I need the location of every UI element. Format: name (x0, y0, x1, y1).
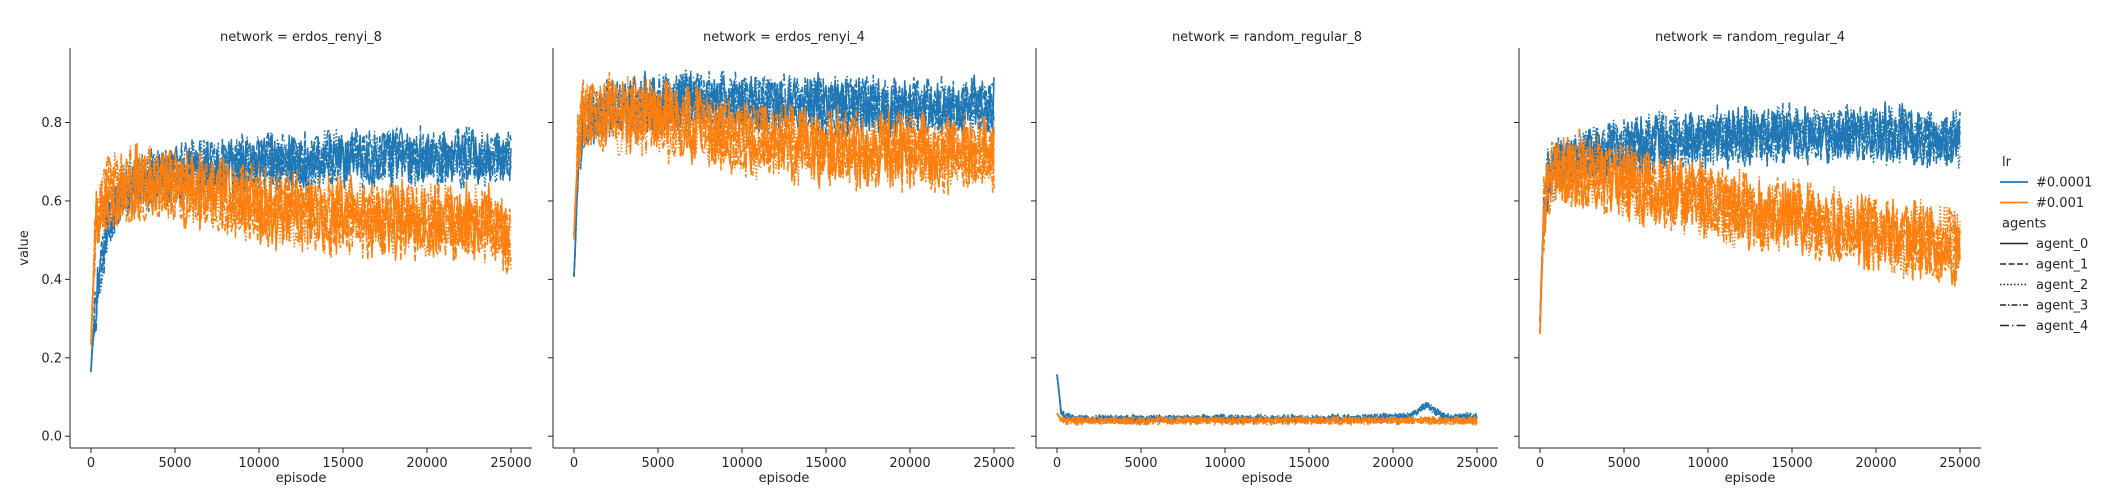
series-line-lr-0.001-agent-4 (573, 77, 995, 240)
series-line-lr-0.001-agent-4 (90, 145, 512, 344)
y-axis-label: value (17, 230, 32, 266)
legend-label-agent: agent_3 (2036, 299, 2088, 314)
x-tick-label: 5000 (1124, 456, 1157, 471)
series-line-lr-0.001-agent-1 (90, 148, 512, 346)
x-axis-label: episode (759, 471, 810, 486)
x-axis-label: episode (1242, 471, 1293, 486)
series-line-lr-0.001-agent-2 (1056, 412, 1478, 426)
legend: lr #0.0001 #0.001 agents agent_0 agent_1agent… (2000, 155, 2092, 334)
x-axis-label: episode (276, 471, 327, 486)
legend-label-agent: agent_2 (2036, 278, 2088, 293)
series-line-lr-0.001-agent-4 (1539, 129, 1961, 332)
x-tick-label: 20000 (1372, 456, 1413, 471)
legend-label-agent: agent_4 (2036, 319, 2088, 334)
series-group (90, 125, 512, 372)
y-tick-label: 0.6 (41, 194, 62, 209)
panel-2: 0 5000 10000 15000 20000 25000 network = erdos… (548, 30, 1015, 486)
legend-label-agent: agent_1 (2036, 258, 2088, 273)
panel-title: network = random_regular_4 (1655, 30, 1845, 45)
legend-label-lr: #0.0001 (2036, 176, 2092, 191)
x-tick-label: 10000 (238, 456, 279, 471)
x-tick-label: 25000 (973, 456, 1014, 471)
legend-title-agents: agents (2002, 217, 2047, 232)
x-tick-label: 0 (1536, 456, 1544, 471)
series-line-lr-0.0001-agent-4 (1539, 102, 1961, 321)
x-tick-label: 15000 (1771, 456, 1812, 471)
legend-label-agent: agent_0 (2036, 237, 2088, 252)
x-tick-label: 15000 (805, 456, 846, 471)
y-tick-label: 0.0 (41, 430, 62, 445)
series-line-lr-0.001-agent-2 (1539, 137, 1961, 333)
panel-4: 0 5000 10000 15000 20000 25000 network = rando… (1514, 30, 1981, 486)
panel-title: network = random_regular_8 (1172, 30, 1362, 45)
panel-title: network = erdos_renyi_4 (703, 30, 865, 45)
x-tick-label: 20000 (889, 456, 930, 471)
panel-3: 0 5000 10000 15000 20000 25000 network = rando… (1031, 30, 1498, 486)
series-group (1539, 101, 1961, 335)
legend-label-lr: #0.001 (2036, 196, 2084, 211)
x-tick-label: 5000 (641, 456, 674, 471)
x-tick-label: 5000 (1607, 456, 1640, 471)
series-group (573, 68, 995, 277)
series-line-lr-0.001-agent-2 (90, 152, 512, 345)
series-line-lr-0.0001-agent-2 (1056, 374, 1478, 424)
x-axis-label: episode (1725, 471, 1776, 486)
series-line-lr-0.0001-agent-0 (1056, 374, 1478, 424)
x-tick-label: 5000 (158, 456, 191, 471)
series-line-lr-0.001-agent-3 (1539, 136, 1961, 333)
series-group (1056, 374, 1478, 426)
x-tick-label: 20000 (1855, 456, 1896, 471)
x-tick-label: 25000 (1456, 456, 1497, 471)
x-tick-label: 10000 (1204, 456, 1245, 471)
x-tick-label: 15000 (1288, 456, 1329, 471)
panel-1: 0 5000 10000 15000 20000 25000 0.0 0.2 0.4 0.6 0.8… (17, 30, 532, 486)
x-tick-label: 0 (87, 456, 95, 471)
x-tick-label: 15000 (322, 456, 363, 471)
legend-title-lr: lr (2002, 155, 2012, 170)
x-tick-label: 10000 (1687, 456, 1728, 471)
series-line-lr-0.0001-agent-3 (1056, 374, 1478, 424)
x-tick-label: 25000 (490, 456, 531, 471)
x-tick-label: 25000 (1939, 456, 1980, 471)
series-line-lr-0.001-agent-4 (1056, 413, 1478, 426)
panel-title: network = erdos_renyi_8 (220, 30, 382, 45)
x-tick-label: 10000 (721, 456, 762, 471)
series-line-lr-0.0001-agent-2 (90, 127, 512, 372)
y-tick-label: 0.8 (41, 116, 62, 131)
y-tick-label: 0.4 (41, 273, 62, 288)
x-tick-label: 20000 (406, 456, 447, 471)
x-tick-label: 0 (1053, 456, 1061, 471)
y-tick-label: 0.2 (41, 351, 62, 366)
series-line-lr-0.0001-agent-1 (1056, 374, 1478, 424)
series-line-lr-0.0001-agent-4 (1056, 374, 1478, 424)
x-tick-label: 0 (570, 456, 578, 471)
